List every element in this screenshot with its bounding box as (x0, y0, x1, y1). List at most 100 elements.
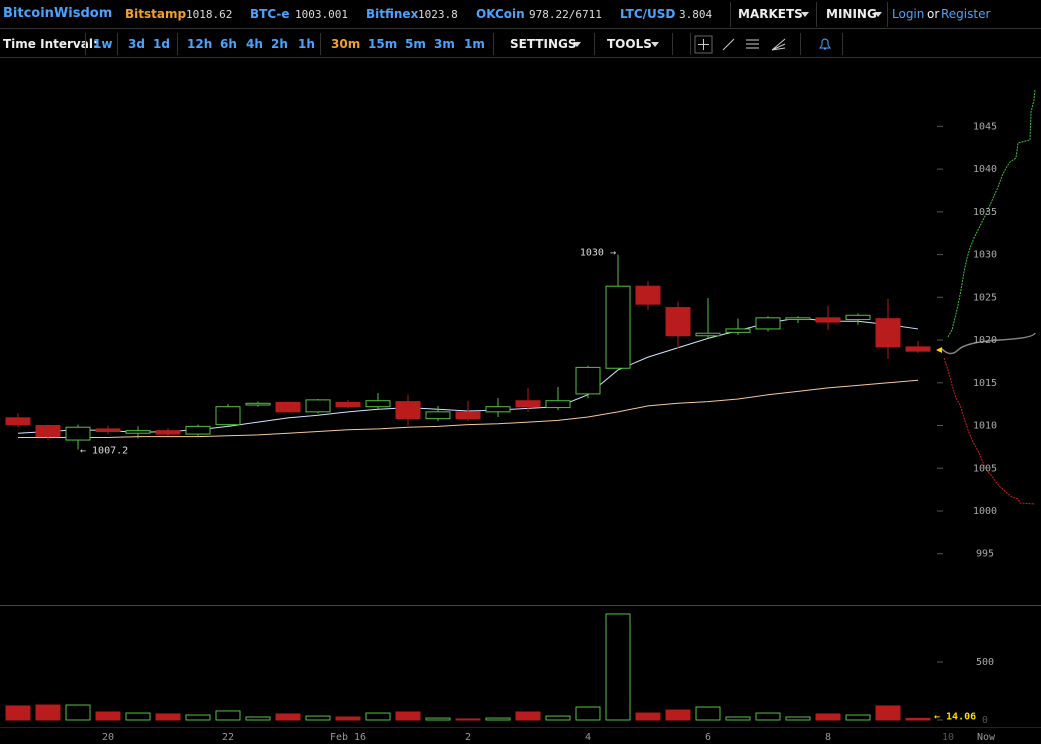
volume-bar (425, 717, 451, 721)
volume-bar (275, 713, 301, 721)
candle-body (275, 401, 301, 413)
candle-body (905, 346, 931, 352)
y-tick-label: 1010 (973, 421, 997, 432)
or-text: or (927, 7, 940, 21)
separator (177, 33, 178, 55)
ticker-name[interactable]: Bitfinex (366, 7, 419, 21)
interval-button[interactable]: 30m (331, 37, 361, 51)
volume-bar (545, 715, 571, 721)
volume-bar (575, 706, 601, 721)
interval-button[interactable]: 12h (187, 37, 213, 51)
depth-bids (947, 89, 1036, 338)
volume-bar (155, 713, 181, 721)
candle-body (785, 317, 811, 321)
separator (800, 33, 801, 55)
now-label: Now (977, 732, 996, 743)
volume-tick-label: 0 (982, 715, 988, 726)
candle-body (395, 401, 421, 420)
volume-bar (395, 711, 421, 721)
brand[interactable]: BitcoinWisdom (3, 6, 113, 21)
volume-bar (695, 706, 721, 721)
ticker-name[interactable]: Bitstamp (125, 7, 187, 21)
candle-body (755, 317, 781, 330)
candle-body (155, 430, 181, 435)
tools-menu[interactable]: TOOLS (607, 37, 652, 51)
ema-line (18, 379, 919, 438)
candle-body (215, 406, 241, 426)
x-tick-label: Feb 16 (330, 732, 366, 743)
volume-bar (185, 714, 211, 721)
interval-button[interactable]: 2h (271, 37, 288, 51)
interval-label: Time Interval: (3, 37, 98, 51)
candle-body (665, 307, 691, 337)
interval-button[interactable]: 5m (405, 37, 426, 51)
volume-bar (5, 705, 31, 721)
separator (493, 33, 494, 55)
volume-bar (605, 613, 631, 721)
volume-bar (845, 714, 871, 721)
separator (887, 2, 888, 27)
depth-mid (940, 332, 1036, 355)
x-tick-label: 8 (825, 732, 831, 743)
interval-button[interactable]: 1w (93, 37, 113, 51)
interval-button[interactable]: 1d (153, 37, 170, 51)
candle-body (35, 425, 61, 438)
x-tick-label: 10 (942, 732, 954, 743)
candle-body (65, 426, 91, 441)
y-tick-label: 1015 (973, 378, 997, 389)
interval-button[interactable]: 1h (298, 37, 315, 51)
volume-bar (515, 711, 541, 721)
candle-body (245, 402, 271, 406)
price-marker (936, 347, 942, 353)
interval-button[interactable]: 3m (434, 37, 455, 51)
candle-body (305, 399, 331, 413)
volume-bar (875, 705, 901, 721)
menu[interactable]: MINING (826, 7, 877, 21)
y-tick-label: 1020 (973, 335, 997, 346)
ticker-price: 3.804 (679, 8, 713, 21)
volume-bar (365, 712, 391, 721)
crosshair-tool[interactable] (694, 35, 713, 54)
ticker-price: 978.22/6711 (529, 8, 602, 21)
drawing-tools[interactable] (694, 35, 786, 54)
candle-body (695, 332, 721, 337)
volume-bar (245, 716, 271, 721)
candle-body (815, 317, 841, 323)
ticker-name[interactable]: OKCoin (476, 7, 525, 21)
interval-button[interactable]: 15m (368, 37, 398, 51)
ticker-name[interactable]: BTC-e (250, 7, 290, 21)
separator (85, 33, 86, 55)
volume-bar (125, 712, 151, 721)
volume-bar (35, 704, 61, 721)
line-tool[interactable] (722, 38, 735, 51)
ticker-name[interactable]: LTC/USD (620, 7, 676, 21)
interval-button[interactable]: 4h (246, 37, 263, 51)
volume-bar (665, 709, 691, 721)
volume-bar (305, 715, 331, 721)
icons (573, 12, 882, 54)
interval-button[interactable]: 6h (220, 37, 237, 51)
x-tick-label: 22 (222, 732, 234, 743)
volume-bar (815, 713, 841, 721)
separator (672, 33, 673, 55)
interval-button[interactable]: 3d (128, 37, 145, 51)
register-link[interactable]: Register (941, 7, 991, 21)
volume-bar (905, 717, 931, 721)
fan-tool[interactable] (771, 38, 786, 51)
y-tick-label: 1025 (973, 292, 997, 303)
alert-bell[interactable] (819, 38, 831, 50)
volume-bar (65, 704, 91, 721)
candle-body (185, 425, 211, 435)
separator (117, 33, 118, 55)
x-tick-label: 4 (585, 732, 591, 743)
interval-button[interactable]: 1m (464, 37, 485, 51)
candle-body (125, 430, 151, 434)
candle-body (5, 417, 31, 426)
settings-menu[interactable]: SETTINGS (510, 37, 577, 51)
dropdown-arrow (651, 42, 659, 47)
menu[interactable]: MARKETS (738, 7, 803, 21)
depth-asks (943, 357, 1036, 505)
login-link[interactable]: Login (892, 7, 925, 21)
